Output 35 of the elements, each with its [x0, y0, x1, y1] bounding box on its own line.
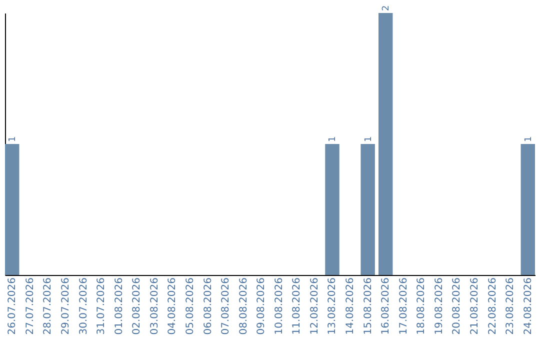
data-label: 1 [524, 136, 534, 142]
x-tick-label: 15.08.2026 [362, 278, 374, 335]
x-tick-label: 14.08.2026 [345, 278, 356, 335]
x-tick-label: 04.08.2026 [167, 278, 178, 335]
x-tick-label: 05.08.2026 [184, 278, 196, 335]
x-tick-label: 13.08.2026 [327, 278, 338, 335]
x-tick-label: 26.07.2026 [7, 278, 18, 335]
x-tick-label: 29.07.2026 [60, 278, 72, 335]
x-tick-label: 20.08.2026 [452, 278, 463, 335]
data-label: 2 [382, 5, 392, 11]
data-label: 1 [8, 136, 18, 142]
x-tick-label: 08.08.2026 [238, 278, 250, 335]
x-tick-label: 24.08.2026 [522, 278, 534, 335]
x-tick-label: 07.08.2026 [220, 278, 232, 335]
x-tick-label: 12.08.2026 [309, 278, 320, 335]
x-tick-label: 28.07.2026 [42, 278, 54, 335]
x-tick-label: 02.08.2026 [132, 278, 143, 335]
x-tick-label: 18.08.2026 [416, 278, 428, 335]
data-label: 1 [328, 136, 338, 142]
data-label: 1 [364, 136, 374, 142]
x-tick-label: 27.07.2026 [24, 278, 36, 335]
x-tick-label: 01.08.2026 [114, 278, 125, 335]
x-tick-label: 10.08.2026 [274, 278, 285, 335]
x-tick-label: 21.08.2026 [470, 278, 481, 335]
x-tick-label: 23.08.2026 [505, 278, 516, 335]
x-tick-label: 03.08.2026 [149, 278, 160, 335]
x-tick-label: 17.08.2026 [398, 278, 410, 335]
x-tick-label: 16.08.2026 [380, 278, 392, 335]
x-tick-label: 22.08.2026 [487, 278, 498, 335]
x-tick-label: 31.07.2026 [96, 278, 108, 335]
x-tick-label: 19.08.2026 [434, 278, 445, 335]
x-tick-label: 06.08.2026 [202, 278, 214, 335]
x-tick-label: 09.08.2026 [256, 278, 268, 335]
x-tick-label: 11.08.2026 [292, 278, 303, 335]
x-tick-label: 30.07.2026 [78, 278, 90, 335]
